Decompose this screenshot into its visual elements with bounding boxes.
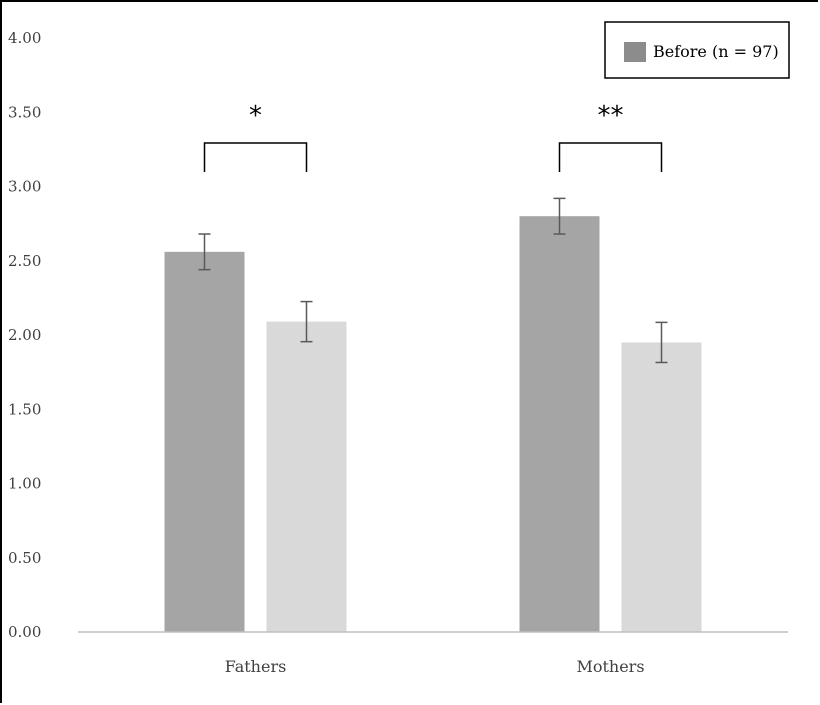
x-axis-labels: Fathers Mothers (225, 657, 645, 676)
bar-mothers-1 (621, 342, 702, 632)
bar-fathers-0 (164, 251, 245, 632)
x-tick-label: Fathers (225, 657, 287, 676)
significance-bracket (558, 142, 663, 172)
legend-box (604, 21, 790, 79)
y-tick-label: 1.00 (8, 475, 41, 493)
legend-label: Before (n = 97) (653, 42, 779, 61)
error-bars (198, 197, 668, 364)
legend: Before (n = 97) (604, 21, 790, 79)
bars (164, 216, 702, 632)
significance-label: ** (598, 101, 624, 131)
bar-fathers-1 (266, 321, 347, 632)
significance-bracket (203, 142, 308, 172)
y-tick-label: 2.00 (8, 326, 41, 344)
y-tick-label: 1.50 (8, 400, 41, 418)
significance-label: * (249, 101, 262, 131)
y-tick-label: 0.50 (8, 549, 41, 567)
significance-brackets: * ** (203, 101, 663, 172)
x-tick-label: Mothers (576, 657, 644, 676)
y-tick-label: 4.00 (8, 29, 41, 47)
legend-swatch (624, 42, 646, 62)
y-tick-label: 0.00 (8, 623, 41, 641)
y-tick-label: 3.50 (8, 103, 41, 121)
y-tick-label: 3.00 (8, 178, 41, 196)
y-axis-ticks: 0.00 0.50 1.00 1.50 2.00 2.50 3.00 3.50 4.00 (8, 29, 41, 641)
y-tick-label: 2.50 (8, 252, 41, 270)
bar-mothers-0 (519, 216, 600, 632)
